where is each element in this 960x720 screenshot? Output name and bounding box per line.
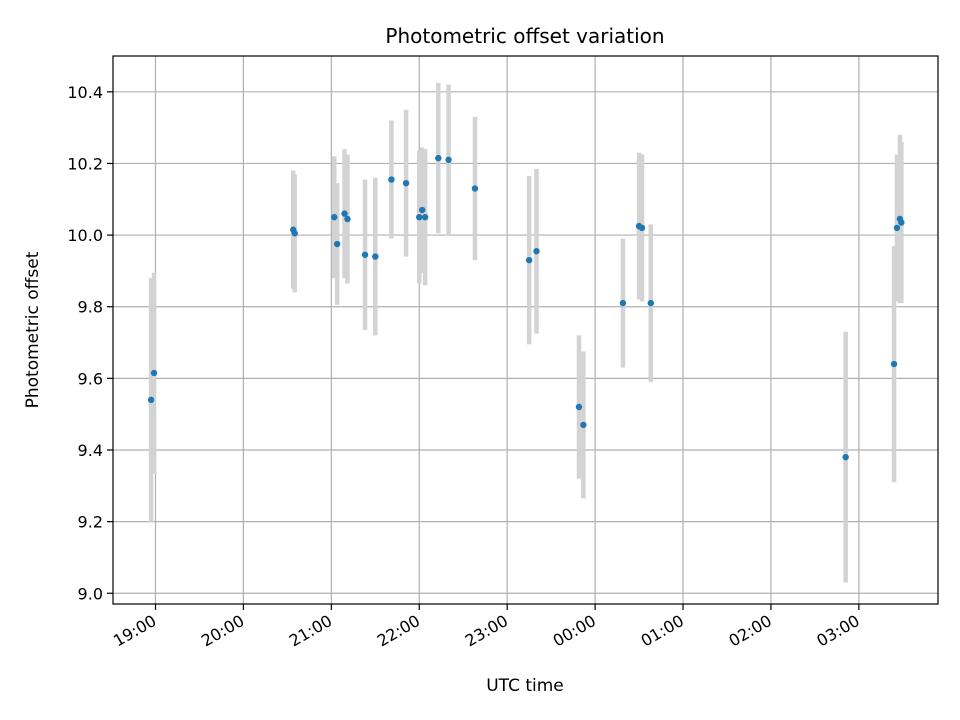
data-point <box>893 224 901 232</box>
data-point <box>334 240 341 248</box>
y-tick-label: 9.0 <box>78 584 103 603</box>
data-point <box>638 224 646 232</box>
grid <box>113 56 938 604</box>
chart-title: Photometric offset variation <box>385 24 664 48</box>
data-point <box>890 360 898 368</box>
data-point <box>331 213 338 221</box>
data-points <box>147 154 905 461</box>
data-point <box>580 421 587 429</box>
data-point <box>344 215 351 223</box>
y-axis-ticks: 9.0 9.2 9.4 9.6 9.8 10.0 10.2 10.4 <box>67 83 113 603</box>
data-point <box>291 230 298 237</box>
data-point <box>842 453 849 461</box>
data-point <box>898 219 905 226</box>
y-tick-label: 10.0 <box>67 226 103 245</box>
y-axis-label: Photometric offset <box>23 251 43 408</box>
data-point <box>416 213 423 221</box>
y-tick-label: 9.2 <box>78 513 103 532</box>
y-tick-label: 9.4 <box>78 441 103 460</box>
y-tick-label: 10.4 <box>67 83 103 102</box>
data-point <box>421 213 429 221</box>
data-point <box>575 403 583 411</box>
x-axis-label: UTC time <box>486 676 564 696</box>
data-point <box>372 253 379 260</box>
data-point <box>471 185 479 192</box>
data-point <box>341 210 348 217</box>
data-point <box>150 369 158 377</box>
y-tick-label: 10.2 <box>67 154 103 173</box>
data-point <box>361 251 369 258</box>
data-point <box>525 256 533 264</box>
data-point <box>619 299 627 307</box>
data-point <box>388 176 395 183</box>
data-point <box>402 179 410 187</box>
data-point <box>647 299 654 307</box>
plot-frame <box>112 55 939 605</box>
data-point <box>418 206 426 214</box>
data-point <box>435 154 442 162</box>
y-tick-label: 9.8 <box>78 298 103 317</box>
y-tick-label: 9.6 <box>78 369 103 388</box>
data-point <box>445 156 452 164</box>
data-point <box>533 248 540 255</box>
data-point <box>147 396 155 404</box>
